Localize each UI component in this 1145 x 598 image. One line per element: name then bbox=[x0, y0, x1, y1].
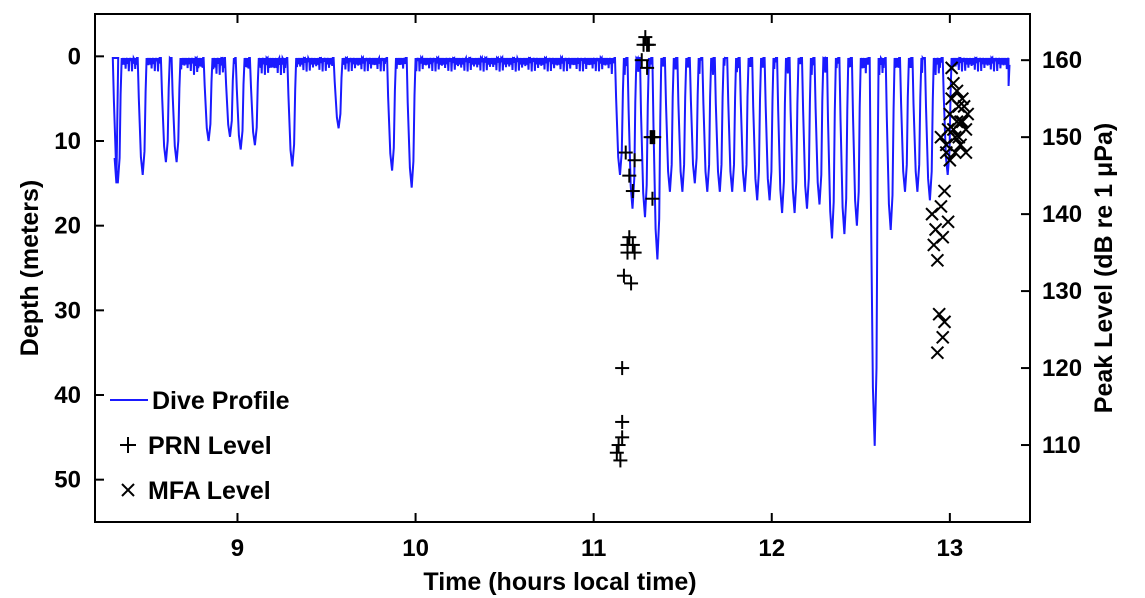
x-tick-label: 13 bbox=[937, 535, 964, 562]
mfa-level-point bbox=[948, 130, 962, 144]
prn-level-point bbox=[627, 153, 642, 168]
prn-level-point bbox=[641, 37, 656, 52]
prn-level-point bbox=[616, 268, 631, 283]
legend-mfa-marker bbox=[121, 483, 135, 497]
mfa-level-point bbox=[943, 153, 957, 167]
y-left-tick-label: 40 bbox=[54, 382, 81, 409]
mfa-level-point bbox=[955, 115, 970, 129]
legend: Dive Profile PRN Level MFA Level bbox=[110, 387, 290, 505]
mfa-level-point bbox=[946, 76, 961, 90]
prn-level-point bbox=[615, 361, 630, 376]
y-axis-right-label: Peak Level (dB re 1 μPa) bbox=[1090, 123, 1118, 413]
mfa-level-point bbox=[937, 315, 952, 329]
mfa-level-point bbox=[948, 145, 962, 160]
prn-level-point bbox=[611, 438, 626, 453]
plot-frame bbox=[94, 13, 1031, 523]
mfa-level-point bbox=[930, 253, 945, 268]
y-left-tick-label: 10 bbox=[54, 128, 81, 155]
prn-level-point bbox=[625, 237, 640, 252]
y-left-tick-label: 30 bbox=[54, 297, 81, 324]
mfa-level-point bbox=[953, 138, 968, 152]
y-left-tick-label: 50 bbox=[54, 467, 81, 494]
mfa-level-point bbox=[959, 145, 973, 160]
prn-level-point bbox=[645, 191, 660, 206]
prn-level-point bbox=[609, 445, 624, 460]
mfa-level-point bbox=[936, 330, 950, 344]
legend-mfa-label: MFA Level bbox=[148, 477, 271, 505]
prn-level-point bbox=[615, 414, 630, 429]
prn-level-point bbox=[622, 230, 637, 245]
legend-dive-profile-label: Dive Profile bbox=[152, 387, 290, 415]
mfa-level-point bbox=[959, 122, 973, 137]
y-right-tick-label: 140 bbox=[1042, 201, 1082, 228]
dive-profile-line bbox=[111, 54, 1011, 446]
mfa-level-point bbox=[950, 84, 964, 98]
plot-area bbox=[95, 14, 1030, 522]
y-left-tick-label: 0 bbox=[68, 43, 81, 70]
y-left-tick-label: 20 bbox=[54, 213, 81, 240]
legend-prn-marker bbox=[120, 437, 136, 453]
markers-group bbox=[609, 30, 975, 468]
prn-level-point bbox=[647, 130, 662, 145]
prn-level-point bbox=[613, 453, 628, 468]
y-right-tick-label: 160 bbox=[1042, 47, 1082, 74]
mfa-level-point bbox=[936, 230, 950, 244]
prn-level-point bbox=[615, 430, 630, 445]
x-axis-label: Time (hours local time) bbox=[423, 568, 696, 596]
x-tick-label: 10 bbox=[402, 535, 429, 562]
prn-level-point bbox=[638, 30, 653, 45]
mfa-level-point bbox=[957, 99, 971, 114]
prn-level-point bbox=[622, 168, 637, 183]
legend-prn-label: PRN Level bbox=[148, 432, 272, 460]
y-right-tick-label: 110 bbox=[1042, 432, 1081, 459]
y-axis-left-label: Depth (meters) bbox=[16, 180, 44, 356]
mfa-level-point bbox=[941, 215, 955, 229]
prn-level-point bbox=[625, 184, 640, 199]
mfa-level-point bbox=[955, 91, 970, 106]
mfa-level-point bbox=[932, 307, 946, 321]
prn-level-point bbox=[618, 145, 633, 160]
prn-level-point bbox=[624, 276, 639, 291]
x-tick-label: 12 bbox=[758, 535, 785, 562]
y-right-tick-label: 130 bbox=[1042, 278, 1082, 305]
mfa-level-point bbox=[930, 345, 945, 360]
prn-level-point bbox=[634, 53, 649, 68]
mfa-level-point bbox=[960, 107, 975, 121]
mfa-level-point bbox=[944, 61, 959, 75]
mfa-level-point bbox=[937, 184, 952, 198]
mfa-level-point bbox=[934, 199, 948, 214]
y-right-tick-label: 150 bbox=[1042, 124, 1082, 151]
x-tick-label: 11 bbox=[581, 535, 606, 562]
y-right-tick-label: 120 bbox=[1042, 355, 1082, 382]
x-tick-label: 9 bbox=[231, 535, 244, 562]
prn-level-point bbox=[640, 60, 655, 75]
prn-level-point bbox=[627, 245, 642, 260]
